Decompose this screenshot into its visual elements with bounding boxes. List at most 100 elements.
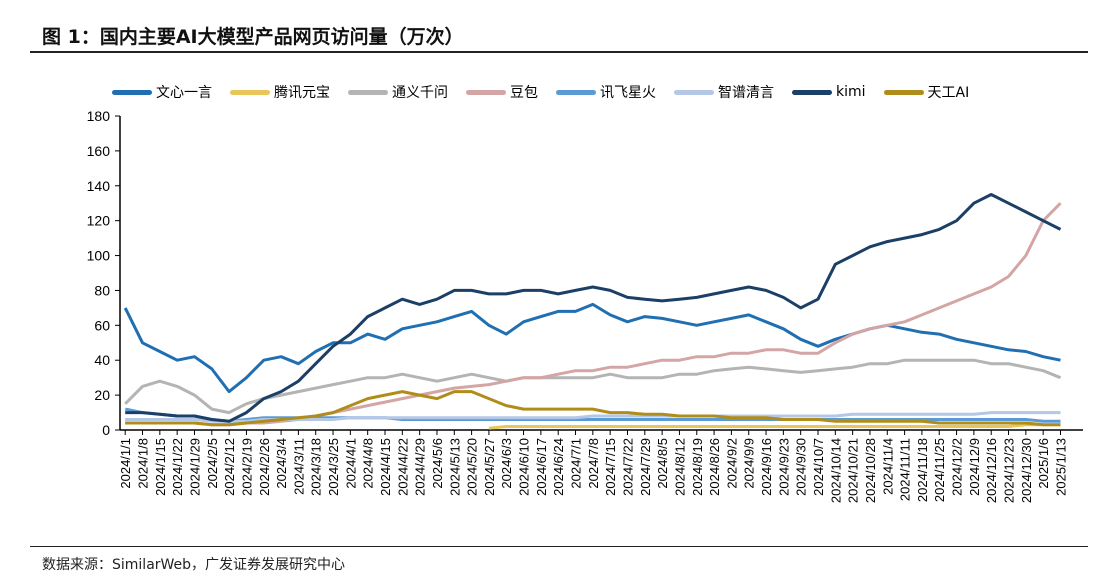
x-tick-label: 2024/6/17 <box>534 438 549 496</box>
legend-swatch <box>112 89 152 95</box>
y-tick-label: 160 <box>87 143 111 159</box>
x-tick-label: 2024/2/5 <box>205 438 220 489</box>
legend-swatch <box>556 89 596 95</box>
x-tick-label: 2024/8/5 <box>655 438 670 489</box>
legend-swatch <box>230 89 270 95</box>
legend-item: 腾讯元宝 <box>230 82 330 102</box>
x-tick-label: 2024/11/11 <box>898 438 913 501</box>
x-tick-label: 2024/4/29 <box>413 438 428 496</box>
figure-title: 图 1：国内主要AI大模型产品网页访问量（万次） <box>42 26 464 48</box>
x-tick-label: 2024/1/1 <box>118 438 133 489</box>
x-tick-label: 2024/1/22 <box>170 438 185 496</box>
x-tick-label: 2024/7/29 <box>638 438 653 496</box>
legend-swatch <box>466 89 506 95</box>
legend-label: 天工AI <box>927 85 970 101</box>
x-tick-label: 2024/4/1 <box>343 438 358 489</box>
x-tick-label: 2024/12/16 <box>984 438 999 503</box>
series-line-1 <box>488 423 1061 430</box>
x-tick-label: 2024/9/30 <box>794 438 809 496</box>
x-tick-label: 2024/8/12 <box>672 438 687 496</box>
legend-item: 文心一言 <box>112 82 212 102</box>
x-tick-label: 2024/7/8 <box>586 438 601 489</box>
series-line-0 <box>123 302 1061 394</box>
title-rule <box>30 51 1088 53</box>
x-tick-label: 2024/12/23 <box>1002 438 1017 503</box>
x-tick-label: 2024/4/22 <box>395 438 410 496</box>
series-line-6 <box>125 193 1062 423</box>
x-tick-label: 2024/6/24 <box>551 438 566 496</box>
x-tick-label: 2024/11/18 <box>915 438 930 502</box>
x-tick-label: 2024/10/14 <box>828 438 843 503</box>
y-tick-label: 40 <box>94 352 110 368</box>
legend-swatch <box>348 89 388 95</box>
legend-label: 文心一言 <box>156 85 212 101</box>
x-tick-label: 2025/1/6 <box>1036 438 1051 489</box>
x-tick-label: 2024/9/2 <box>724 438 739 489</box>
x-tick-label: 2024/8/19 <box>690 438 705 496</box>
legend-item: 天工AI <box>883 82 970 102</box>
x-tick-label: 2024/7/15 <box>603 438 618 496</box>
x-tick-label: 2024/12/30 <box>1019 438 1034 503</box>
source-note: 数据来源：SimilarWeb，广发证券发展研究中心 <box>42 557 346 573</box>
x-tick-label: 2024/11/4 <box>880 438 895 495</box>
x-tick-label: 2024/3/18 <box>309 438 324 496</box>
legend-label: kimi <box>836 84 866 100</box>
x-tick-label: 2024/2/19 <box>239 438 254 496</box>
x-tick-label: 2024/7/1 <box>569 438 584 489</box>
y-tick-label: 20 <box>94 387 110 403</box>
legend-label: 腾讯元宝 <box>274 85 330 101</box>
legend-item: kimi <box>792 82 866 102</box>
legend-label: 豆包 <box>510 85 538 101</box>
x-tick-label: 2024/1/8 <box>136 438 151 489</box>
y-tick-label: 180 <box>87 108 111 124</box>
legend-item: 通义千问 <box>348 82 448 102</box>
legend-item: 智谱清言 <box>674 82 774 102</box>
x-tick-label: 2024/12/2 <box>950 438 965 496</box>
legend-item: 讯飞星火 <box>556 82 656 102</box>
x-tick-label: 2024/6/3 <box>499 438 514 489</box>
x-tick-label: 2024/1/29 <box>187 438 202 496</box>
x-tick-label: 2024/2/12 <box>222 438 237 496</box>
x-tick-label: 2024/9/23 <box>776 438 791 496</box>
x-tick-label: 2024/3/4 <box>274 438 289 489</box>
y-tick-label: 80 <box>94 282 110 298</box>
x-tick-label: 2024/3/11 <box>291 438 306 495</box>
x-tick-label: 2024/8/26 <box>707 438 722 496</box>
y-tick-label: 100 <box>87 248 111 264</box>
x-tick-label: 2024/3/25 <box>326 438 341 496</box>
x-tick-label: 2024/11/25 <box>932 438 947 502</box>
x-tick-label: 2024/10/7 <box>811 438 826 496</box>
x-tick-label: 2024/12/9 <box>967 438 982 496</box>
source-rule <box>30 546 1088 547</box>
series-line-2 <box>124 358 1062 415</box>
x-tick-label: 2024/10/21 <box>846 438 861 503</box>
legend-label: 讯飞星火 <box>600 85 656 101</box>
x-tick-label: 2024/9/9 <box>742 438 757 489</box>
x-tick-label: 2024/5/6 <box>430 438 445 489</box>
legend-label: 智谱清言 <box>718 85 774 101</box>
x-tick-label: 2024/5/27 <box>482 438 497 496</box>
legend: 文心一言 腾讯元宝 通义千问 豆包 讯飞星火 智谱清言 kimi 天工AI <box>112 82 969 102</box>
x-tick-label: 2024/5/13 <box>447 438 462 496</box>
legend-swatch <box>792 89 832 95</box>
series-line-7 <box>125 390 1061 427</box>
y-tick-label: 140 <box>87 178 111 194</box>
legend-item: 豆包 <box>466 82 538 102</box>
legend-swatch <box>883 89 924 95</box>
x-tick-label: 2024/4/8 <box>361 438 376 489</box>
y-tick-label: 0 <box>102 422 110 438</box>
x-tick-label: 2024/2/26 <box>257 438 272 496</box>
legend-swatch <box>674 89 714 95</box>
x-tick-label: 2024/6/10 <box>517 438 532 496</box>
x-tick-label: 2024/4/15 <box>378 438 393 496</box>
x-tick-label: 2024/9/16 <box>759 438 774 496</box>
y-tick-label: 120 <box>87 213 111 229</box>
series-line-4 <box>124 407 1061 423</box>
x-tick-label: 2024/10/28 <box>863 438 878 503</box>
x-tick-label: 2024/5/20 <box>465 438 480 496</box>
series-line-3 <box>125 202 1062 427</box>
x-tick-label: 2024/1/15 <box>153 438 168 496</box>
y-tick-label: 60 <box>94 317 110 333</box>
x-tick-label: 2025/1/13 <box>1053 438 1068 496</box>
